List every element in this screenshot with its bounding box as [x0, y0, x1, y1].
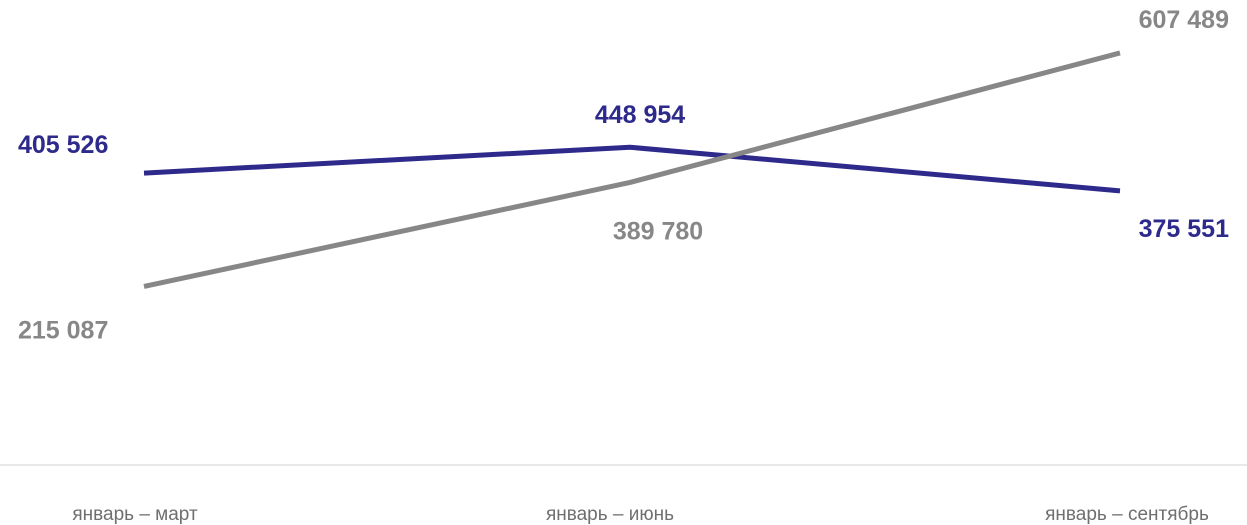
- data-label-s2-p1: 215 087: [18, 316, 108, 344]
- x-tick-label-1: январь – март: [72, 504, 198, 525]
- data-label-layer: 405 526 448 954 375 551 215 087 389 780 607 4…: [18, 6, 1229, 344]
- series-line-1: [143, 144, 1121, 194]
- series-line-2: [143, 50, 1121, 289]
- data-label-s1-p3: 375 551: [1139, 215, 1229, 243]
- data-label-s2-p2: 389 780: [613, 218, 703, 246]
- x-tick-label-2: январь – июнь: [546, 504, 674, 525]
- data-label-s1-p1: 405 526: [18, 131, 108, 159]
- x-tick-label-layer: январь – март январь – июнь январь – сен…: [72, 504, 1209, 525]
- series-layer: [143, 50, 1121, 289]
- data-label-s2-p3: 607 489: [1139, 6, 1229, 34]
- data-label-s1-p2: 448 954: [595, 101, 685, 129]
- x-tick-label-3: январь – сентябрь: [1045, 504, 1209, 525]
